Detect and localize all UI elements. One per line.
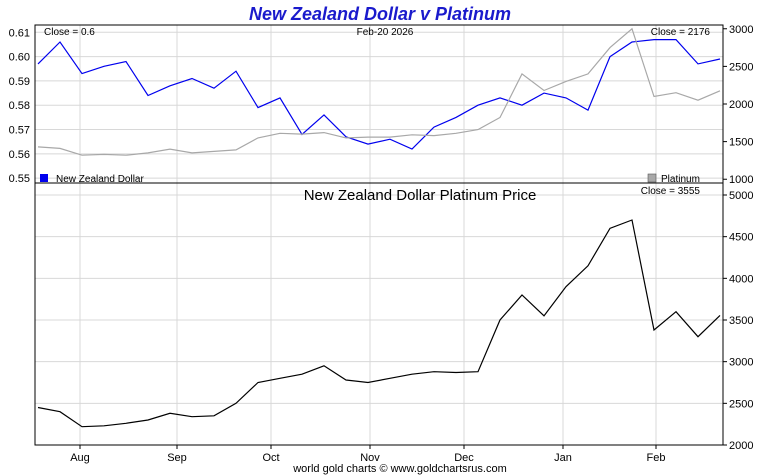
legend-nzd-swatch [40, 174, 48, 182]
bottom-panel-grid [35, 183, 723, 446]
top-right-axis: 3000 2500 2000 1500 1000 [723, 24, 753, 186]
x-tick-label: Feb [647, 452, 666, 464]
legend-platinum-label: Platinum [661, 174, 700, 185]
bottom-tick-label: 4500 [729, 232, 753, 244]
x-tick-label: Sep [167, 452, 187, 464]
x-tick-label: Nov [360, 452, 380, 464]
bottom-tick-label: 4000 [729, 273, 753, 285]
top-left-tick-label: 0.56 [9, 149, 30, 161]
top-panel-frame [34, 24, 724, 184]
top-right-tick-label: 1000 [729, 174, 753, 186]
top-close-right: Close = 2176 [651, 27, 711, 38]
bottom-panel-frame [34, 182, 724, 446]
top-left-tick-label: 0.59 [9, 76, 30, 88]
top-left-tick-label: 0.57 [9, 125, 30, 137]
bottom-chart-title: New Zealand Dollar Platinum Price [304, 187, 537, 204]
chart-title: New Zealand Dollar v Platinum [249, 4, 511, 24]
bottom-close-label: Close = 3555 [641, 186, 701, 197]
bottom-tick-label: 3000 [729, 357, 753, 369]
top-series-lines [37, 27, 721, 156]
legend-nzd-label: New Zealand Dollar [56, 174, 144, 185]
top-right-tick-label: 2500 [729, 61, 753, 73]
top-right-tick-label: 1500 [729, 137, 753, 149]
top-left-tick-label: 0.60 [9, 52, 30, 64]
x-tick-label: Aug [70, 452, 90, 464]
series-line-new-zealand-dollar [37, 38, 721, 150]
top-right-tick-label: 2000 [729, 99, 753, 111]
x-axis: Aug Sep Oct Nov Dec Jan Feb [70, 445, 665, 464]
x-tick-label: Dec [454, 452, 474, 464]
top-left-axis: 0.61 0.60 0.59 0.58 0.57 0.56 0.55 [9, 27, 30, 185]
bottom-right-axis: 5000 4500 4000 3500 3000 2500 2000 [723, 190, 753, 452]
x-tick-label: Jan [554, 452, 572, 464]
top-right-tick-label: 3000 [729, 24, 753, 36]
top-panel-grid [35, 25, 723, 183]
x-tick-label: Oct [262, 452, 279, 464]
bottom-tick-label: 2500 [729, 398, 753, 410]
top-close-left: Close = 0.6 [44, 27, 95, 38]
footer-credit: world gold charts © www.goldchartsrus.co… [292, 463, 507, 475]
bottom-tick-label: 2000 [729, 440, 753, 452]
top-left-tick-label: 0.58 [9, 100, 30, 112]
legend-platinum-swatch [647, 173, 657, 183]
bottom-tick-label: 5000 [729, 190, 753, 202]
series-line-nzd-platinum-price [37, 219, 721, 428]
bottom-series-lines [37, 219, 721, 428]
series-line-platinum [37, 27, 721, 156]
bottom-tick-label: 3500 [729, 315, 753, 327]
top-date-label: Feb-20 2026 [357, 27, 414, 38]
top-left-tick-label: 0.61 [9, 27, 30, 39]
top-left-tick-label: 0.55 [9, 173, 30, 185]
